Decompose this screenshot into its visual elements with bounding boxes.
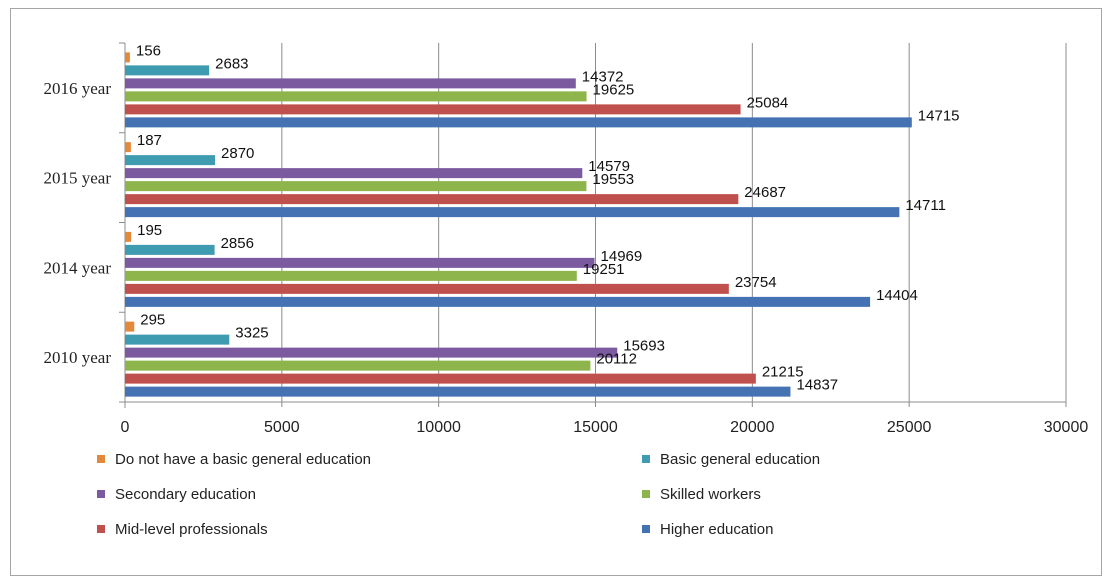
x-tick-label: 15000 bbox=[573, 419, 618, 436]
legend-swatch bbox=[642, 525, 650, 533]
legend-swatch bbox=[642, 490, 650, 498]
bar bbox=[125, 386, 791, 397]
data-label: 14715 bbox=[918, 107, 960, 124]
data-label: 20112 bbox=[596, 351, 637, 368]
data-label: 19251 bbox=[583, 261, 625, 278]
legend-label: Basic general education bbox=[660, 451, 820, 468]
data-label: 2856 bbox=[221, 235, 254, 252]
data-label: 2683 bbox=[215, 55, 248, 72]
category-label: 2010 year bbox=[43, 348, 111, 367]
data-label: 19625 bbox=[593, 81, 635, 98]
bar bbox=[125, 244, 215, 255]
data-label: 14579 bbox=[588, 158, 630, 175]
data-label: 21215 bbox=[762, 364, 804, 381]
bar bbox=[125, 283, 729, 294]
x-tick-label: 30000 bbox=[1044, 419, 1089, 436]
data-label: 15693 bbox=[623, 338, 665, 355]
data-label: 14969 bbox=[601, 248, 643, 265]
bar bbox=[125, 347, 618, 358]
bar bbox=[125, 52, 130, 63]
data-label: 187 bbox=[137, 132, 162, 149]
x-tick-label: 10000 bbox=[416, 419, 461, 436]
bar bbox=[125, 334, 230, 345]
legend-swatch bbox=[97, 525, 105, 533]
bar bbox=[125, 257, 595, 268]
data-label: 2870 bbox=[221, 145, 254, 162]
category-label: 2016 year bbox=[43, 79, 111, 98]
legend-label: Secondary education bbox=[115, 486, 256, 503]
bar bbox=[125, 117, 912, 128]
legend-swatch bbox=[97, 455, 105, 463]
bar bbox=[125, 231, 132, 242]
bar bbox=[125, 296, 871, 307]
legend-label: Skilled workers bbox=[660, 486, 761, 503]
data-label: 14711 bbox=[905, 197, 946, 214]
legend-swatch bbox=[642, 455, 650, 463]
bar bbox=[125, 142, 131, 153]
data-label: 156 bbox=[136, 42, 161, 59]
bar bbox=[125, 360, 591, 371]
bar bbox=[125, 373, 756, 384]
x-tick-label: 20000 bbox=[730, 419, 775, 436]
category-label: 2015 year bbox=[43, 169, 111, 188]
data-label: 295 bbox=[140, 312, 165, 329]
bar bbox=[125, 194, 739, 205]
data-label: 195 bbox=[137, 222, 162, 239]
bar bbox=[125, 78, 576, 89]
data-label: 24687 bbox=[744, 184, 786, 201]
category-label: 2014 year bbox=[43, 258, 111, 277]
bar bbox=[125, 270, 577, 281]
legend-label: Do not have a basic general education bbox=[115, 451, 371, 468]
data-label: 19553 bbox=[592, 171, 634, 188]
bar bbox=[125, 65, 210, 76]
bar bbox=[125, 104, 741, 115]
x-tick-label: 0 bbox=[121, 419, 130, 436]
bar bbox=[125, 168, 583, 179]
legend-label: Mid-level professionals bbox=[115, 521, 268, 538]
bar bbox=[125, 321, 135, 332]
bar bbox=[125, 207, 900, 218]
bar bbox=[125, 91, 587, 102]
data-label: 14404 bbox=[876, 287, 918, 304]
data-label: 3325 bbox=[235, 325, 268, 342]
legend-label: Higher education bbox=[660, 521, 773, 538]
legend-swatch bbox=[97, 490, 105, 498]
bar bbox=[125, 155, 216, 166]
data-label: 14837 bbox=[796, 377, 838, 394]
data-label: 25084 bbox=[747, 94, 789, 111]
bar bbox=[125, 181, 587, 192]
data-label: 23754 bbox=[735, 274, 777, 291]
data-label: 14372 bbox=[582, 68, 624, 85]
x-tick-label: 25000 bbox=[887, 419, 932, 436]
x-tick-label: 5000 bbox=[264, 419, 300, 436]
